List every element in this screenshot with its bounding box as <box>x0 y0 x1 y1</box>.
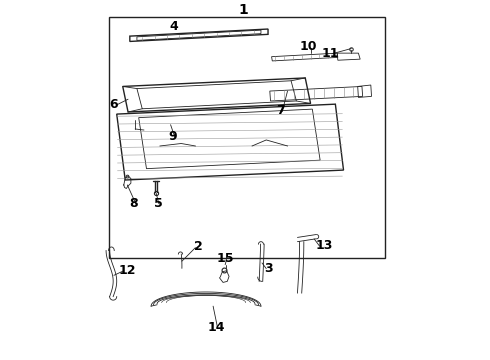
Text: 10: 10 <box>300 40 318 53</box>
Bar <box>109 17 385 258</box>
Text: 2: 2 <box>194 240 202 253</box>
Text: 4: 4 <box>170 20 178 33</box>
Text: 5: 5 <box>154 197 163 210</box>
Text: 7: 7 <box>276 104 285 117</box>
Text: 8: 8 <box>129 197 138 210</box>
Text: 12: 12 <box>119 264 136 277</box>
Text: 11: 11 <box>321 47 339 60</box>
Text: 3: 3 <box>264 262 272 275</box>
Text: 14: 14 <box>208 321 225 334</box>
Text: 6: 6 <box>109 98 118 111</box>
Text: 13: 13 <box>316 239 333 252</box>
Text: 9: 9 <box>168 130 177 143</box>
Text: 1: 1 <box>238 3 248 17</box>
Text: 15: 15 <box>217 252 234 265</box>
